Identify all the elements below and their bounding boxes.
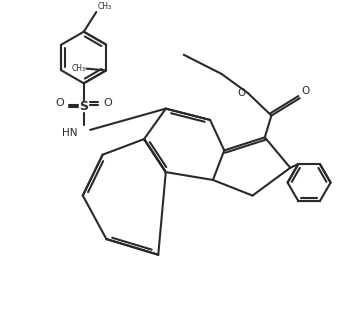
Text: HN: HN: [62, 129, 77, 138]
Text: S: S: [79, 100, 88, 113]
Text: O: O: [55, 98, 64, 108]
Text: O: O: [238, 88, 246, 98]
Text: O: O: [103, 98, 112, 108]
Text: CH₃: CH₃: [71, 64, 85, 73]
Text: CH₃: CH₃: [97, 2, 112, 11]
Text: O: O: [301, 86, 310, 96]
